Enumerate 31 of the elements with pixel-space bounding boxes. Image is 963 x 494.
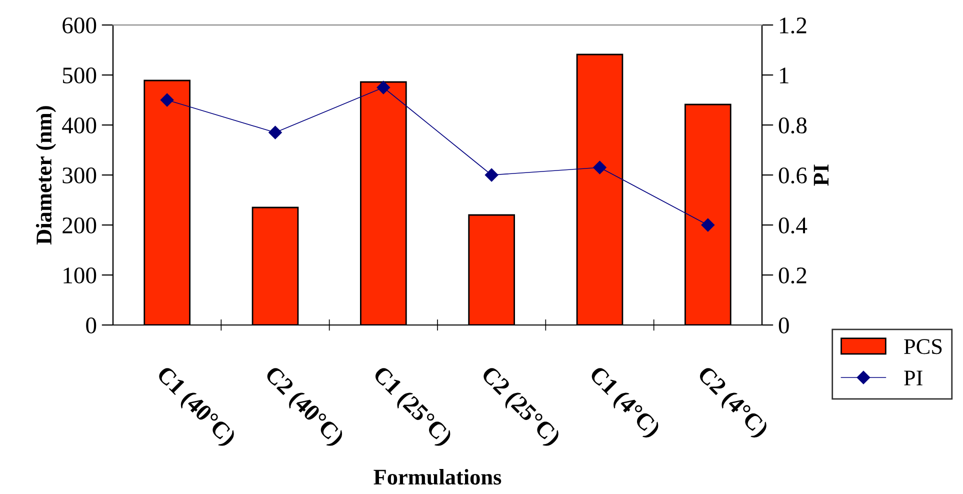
legend-label: PCS bbox=[904, 339, 942, 354]
bar bbox=[144, 80, 190, 325]
y2-tick-label: 1 bbox=[780, 68, 788, 84]
bar bbox=[576, 54, 624, 325]
legend-label: PI bbox=[904, 370, 922, 386]
bar bbox=[684, 104, 732, 325]
y2-tick-label: 1.2 bbox=[780, 18, 806, 34]
bar bbox=[360, 81, 407, 325]
y2-tick-label: 0.8 bbox=[778, 117, 807, 134]
point bbox=[701, 218, 715, 232]
y-axis-title: Diameter (nm) bbox=[36, 106, 56, 244]
bar bbox=[252, 206, 299, 325]
point bbox=[484, 168, 498, 182]
bar bbox=[468, 214, 515, 325]
y-tick-label: 400 bbox=[62, 117, 96, 134]
y-tick-label: 0 bbox=[86, 317, 96, 334]
y-tick-label: 300 bbox=[62, 167, 96, 184]
y-tick-label: 500 bbox=[62, 67, 96, 84]
y-tick-label: 200 bbox=[62, 217, 96, 234]
x-axis-title: Formulations bbox=[374, 469, 502, 485]
y2-tick-label: 0.2 bbox=[778, 267, 806, 284]
y-tick-label: 100 bbox=[64, 267, 96, 284]
y2-tick-label: 0.4 bbox=[778, 217, 808, 234]
y2-tick-label: 0 bbox=[778, 317, 789, 334]
y2-tick-label: 0.6 bbox=[778, 167, 807, 184]
point bbox=[160, 93, 174, 107]
y2-axis-title: PI bbox=[814, 164, 828, 186]
y-tick-label: 600 bbox=[62, 17, 96, 34]
point bbox=[593, 160, 606, 174]
point bbox=[376, 80, 390, 94]
point bbox=[268, 126, 282, 140]
